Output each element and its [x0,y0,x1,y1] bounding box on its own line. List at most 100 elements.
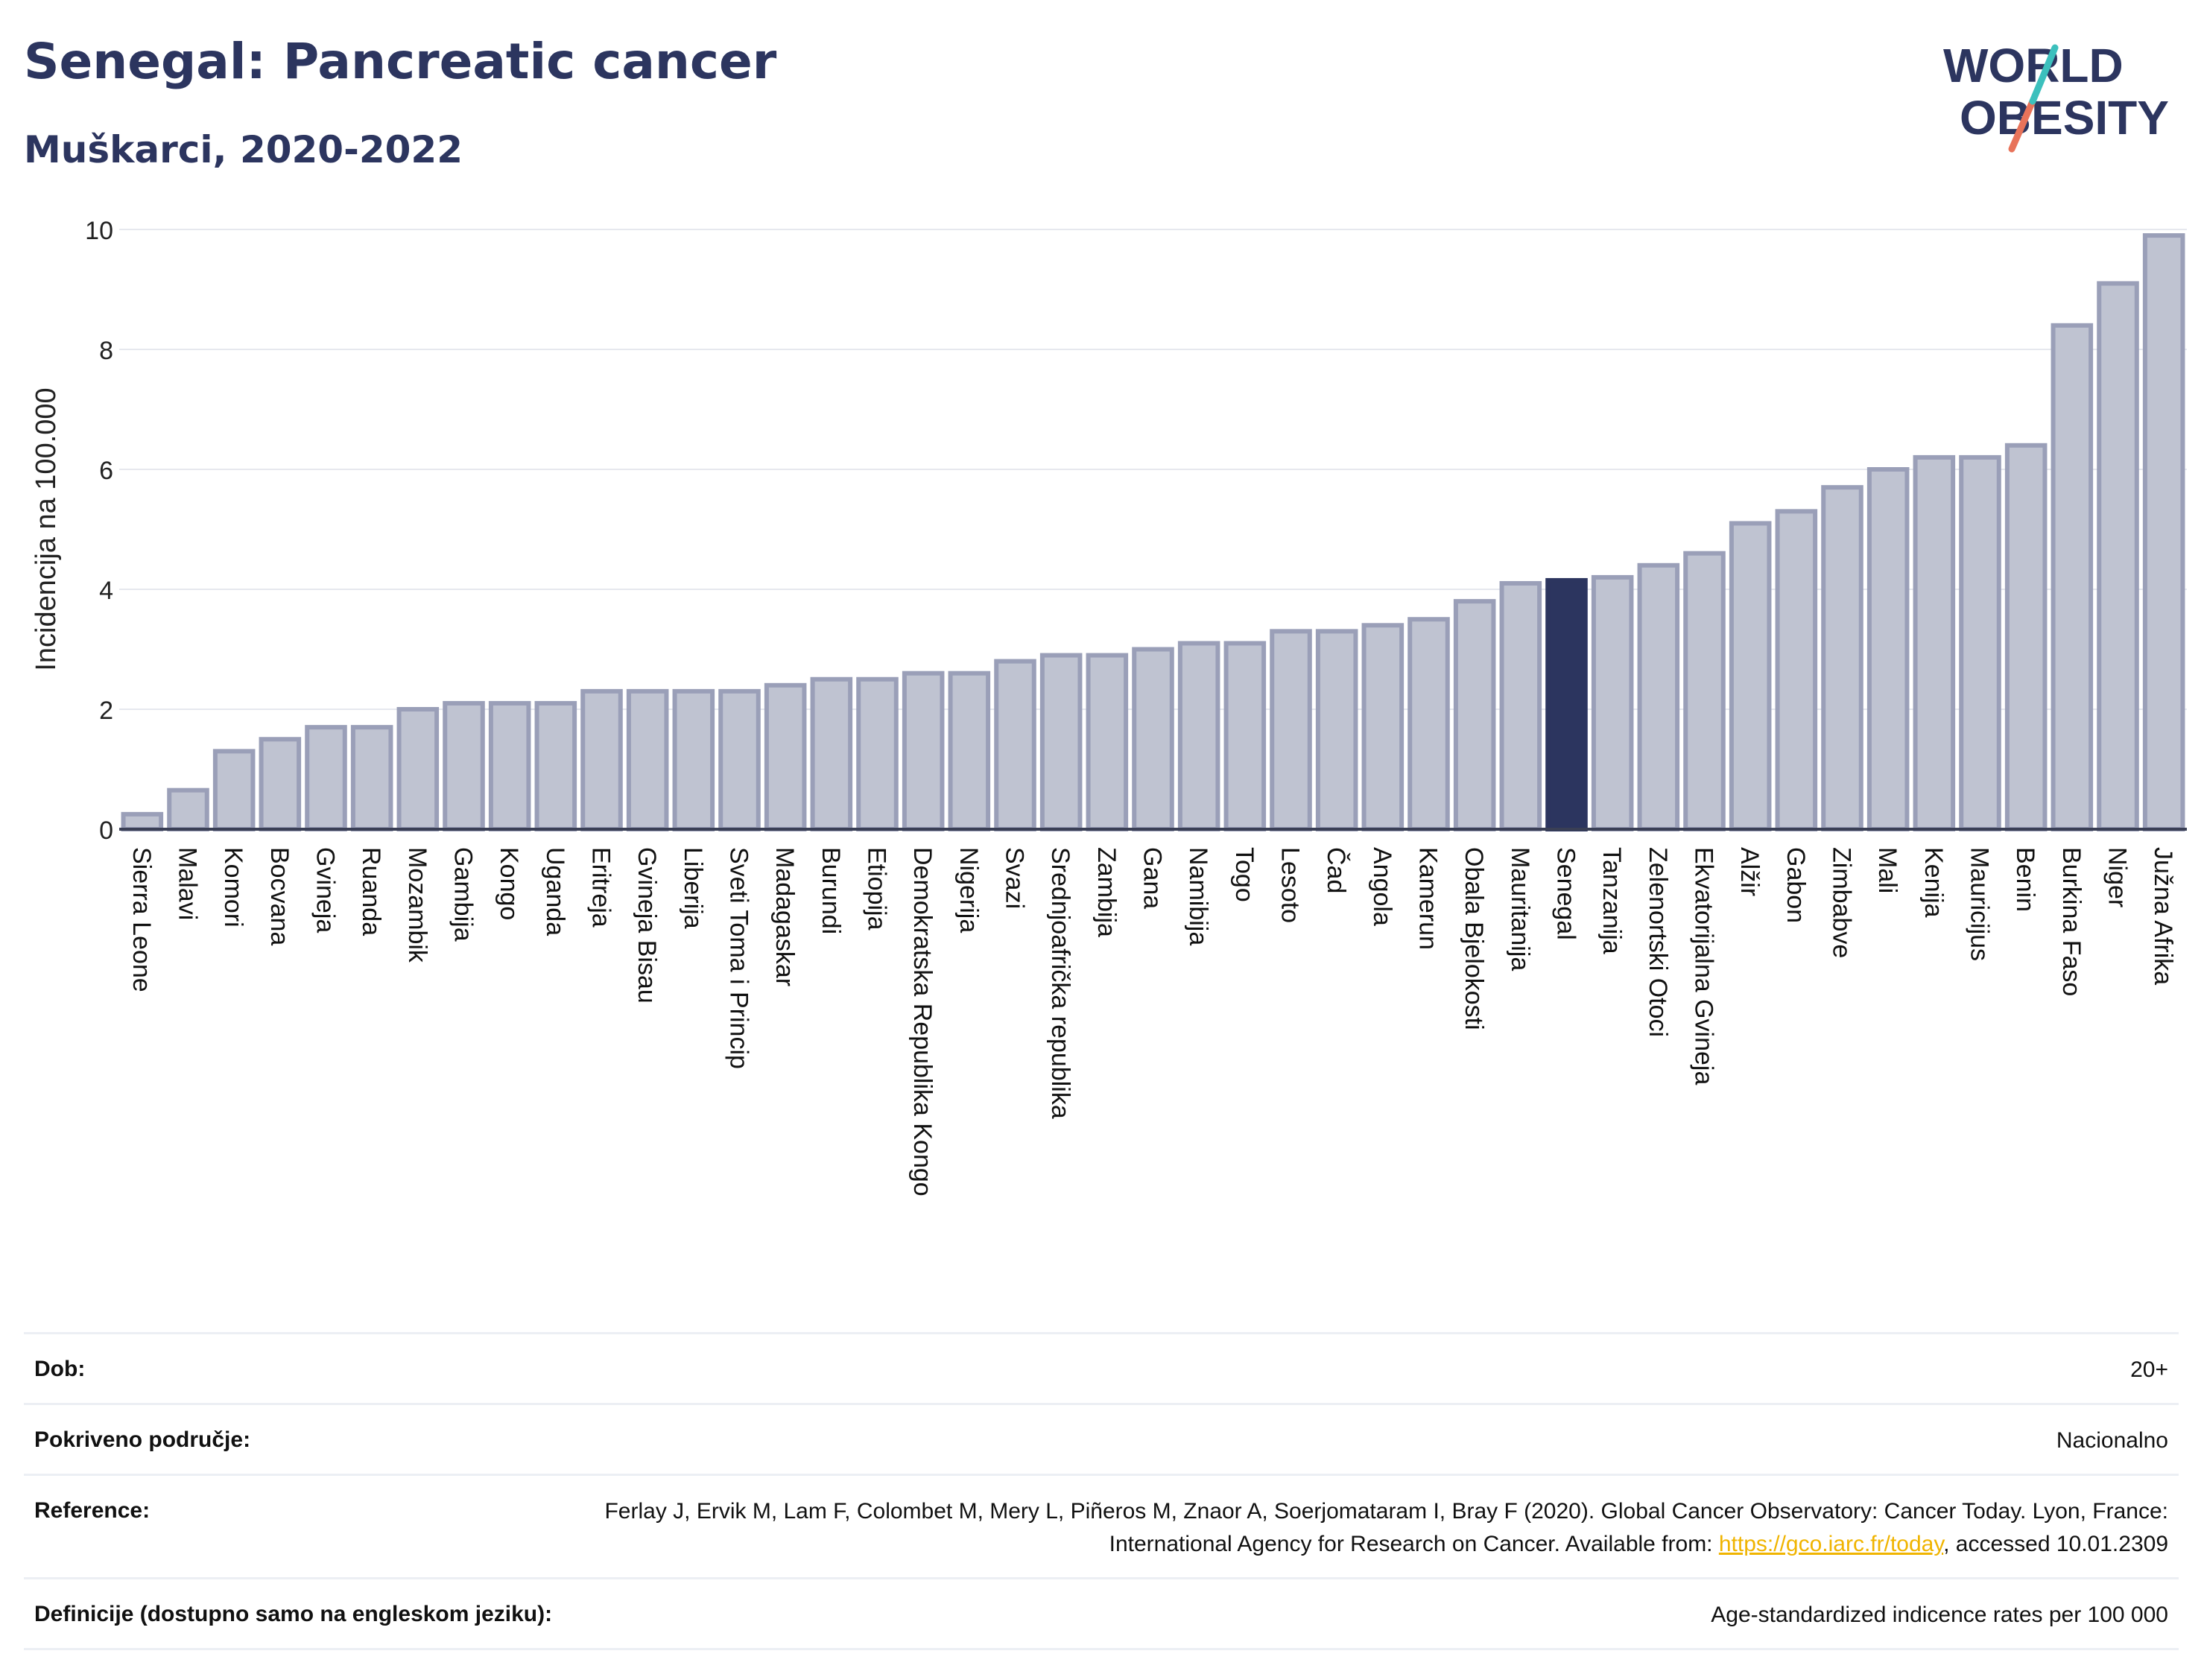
x-tick-label: Ruanda [357,847,385,936]
bar [1866,467,1910,831]
bar [488,700,531,832]
bar [2051,323,2094,831]
info-value-reference: Ferlay J, Ervik M, Lam F, Colombet M, Me… [604,1495,2168,1561]
x-tick-label: Benin [2011,847,2039,912]
bar [1361,623,1405,831]
x-tick-label: Mali [1873,847,1901,893]
x-tick-label: Burundi [817,847,845,934]
y-tick-label: 8 [99,337,113,365]
x-tick-label: Gambija [449,847,478,942]
bar [1729,521,1772,831]
bar [718,688,761,831]
logo-line1: WORLD [1943,39,2124,92]
x-tick-label: Niger [2103,847,2132,907]
x-tick-label: Kenija [1919,847,1948,918]
x-tick-label: Etiopija [863,847,891,931]
bar [1177,641,1220,832]
bar [1132,647,1174,831]
bar [1913,454,1956,832]
info-label-reference: Reference: [34,1498,151,1523]
y-tick-label: 2 [99,697,113,725]
bar [534,700,577,832]
bar [2004,443,2048,831]
y-tick-label: 6 [99,457,113,485]
x-tick-label: Lesoto [1276,847,1305,923]
info-row-age: Dob: 20+ [24,1332,2179,1403]
bar [1270,629,1312,831]
x-tick-label: Svazi [1001,847,1029,909]
x-tick-label: Gabon [1782,847,1810,923]
x-tick-label: Eritreja [587,847,615,928]
bar [1223,641,1267,832]
bar [350,725,393,832]
bar [1637,562,1680,831]
info-row-reference: Reference: Ferlay J, Ervik M, Lam F, Col… [24,1474,2179,1577]
bar [443,700,485,832]
reference-accessed: , accessed 10.01.2309 [1943,1532,2168,1556]
x-tick-label: Gana [1139,847,1167,909]
x-tick-label: Demokratska Republika Kongo [908,847,937,1196]
bar [1683,551,1726,831]
bar [1039,653,1083,831]
bar [856,676,899,831]
bar [2142,233,2185,831]
info-table: Dob: 20+ Pokriveno područje: Nacionalno … [24,1332,2179,1650]
bar [1315,629,1358,831]
reference-link[interactable]: https://gco.iarc.fr/today [1718,1532,1944,1556]
x-tick-label: Ekvatorijalna Gvineja [1690,847,1718,1085]
bar [1821,485,1863,832]
x-tick-label: Tanzanija [1597,847,1626,954]
x-tick-label: Angola [1368,847,1396,926]
bar [626,688,669,831]
bar [121,811,164,831]
x-tick-label: Gvineja [311,847,340,933]
bar [1499,580,1542,831]
bar [948,671,991,832]
bar [902,671,945,832]
bar [305,725,347,832]
info-row-definition: Definicije (dostupno samo na engleskom j… [24,1577,2179,1650]
y-axis-label: Incidencija na 100.000 [31,387,62,671]
world-obesity-logo: WORLD OBESITY [1943,39,2169,153]
bar [810,676,853,831]
bar [2097,281,2139,831]
x-tick-label: Nigerija [954,847,983,933]
bar [259,737,302,831]
bar [1086,653,1129,831]
x-tick-label: Mozambik [403,847,431,963]
info-value-definition: Age-standardized indicence rates per 100… [1711,1603,2168,1627]
info-value-age: 20+ [2130,1357,2168,1382]
bar [994,659,1036,831]
x-tick-label: Srednjoafrička republika [1046,847,1074,1119]
x-tick-label: Sierra Leone [127,847,156,992]
x-tick-label: Namibija [1184,847,1212,945]
x-tick-label: Komori [219,847,247,928]
bar [1775,509,1818,831]
x-tick-label: Alžir [1735,847,1764,896]
info-label-coverage: Pokriveno područje: [34,1427,251,1452]
x-tick-label: Zelenortski Otoci [1644,847,1672,1037]
bar [396,707,440,831]
bar [1545,577,1588,831]
chart-title: Senegal: Pancreatic cancer [24,33,777,90]
x-tick-label: Zambija [1092,847,1121,937]
x-tick-label: Obala Bjelokosti [1460,847,1488,1030]
bar [1959,454,2001,832]
bar [212,749,256,831]
x-tick-label: Mauricijus [1966,847,1994,961]
x-tick-label: Gvineja Bisau [633,847,661,1004]
x-tick-label: Togo [1230,847,1258,902]
y-tick-label: 0 [99,817,113,845]
x-tick-label: Uganda [541,847,569,936]
x-tick-label: Liberija [679,847,707,929]
chart-subtitle: Muškarci, 2020-2022 [24,128,463,171]
x-tick-label: Kongo [495,847,523,920]
bar [1591,574,1634,832]
x-tick-label: Malavi [174,847,202,920]
info-label-age: Dob: [34,1357,86,1381]
x-tick-label: Južna Afrika [2149,847,2177,985]
bar [167,787,209,832]
bar [1453,599,1496,831]
x-tick-label: Senegal [1552,847,1580,940]
x-tick-label: Zimbabve [1828,847,1856,958]
